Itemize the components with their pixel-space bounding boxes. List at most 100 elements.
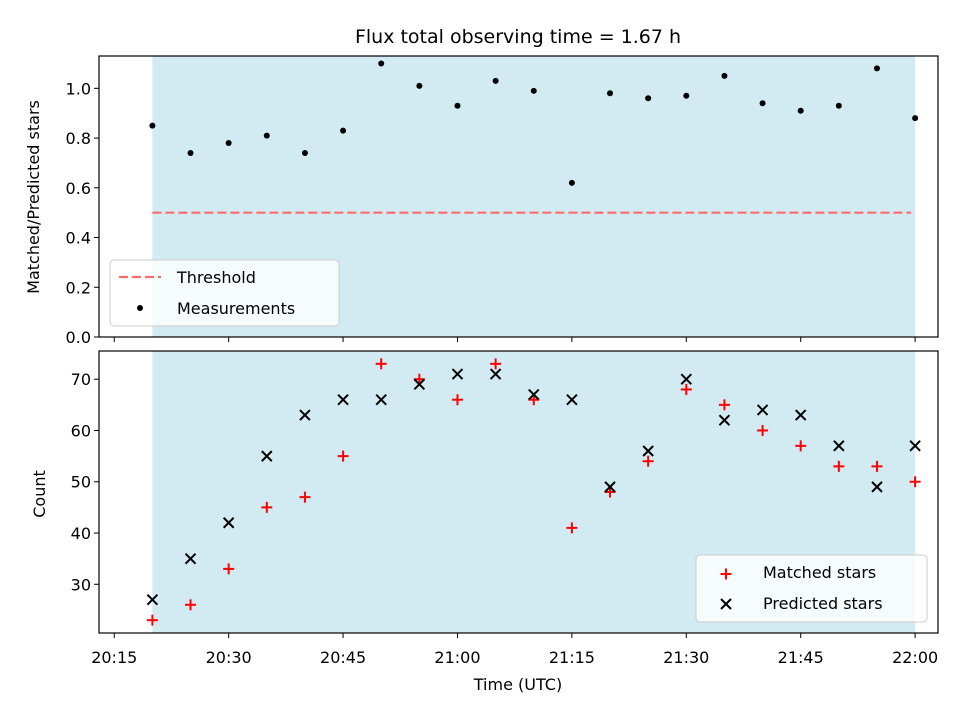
x-tick-label: 21:30 [663, 648, 709, 667]
x-marker-b [261, 450, 273, 462]
predicted-star-point [833, 440, 845, 452]
x-marker-b [642, 445, 654, 457]
legend-predicted-swatch-b [720, 598, 732, 610]
legend-measurement-swatch [137, 305, 143, 311]
y-tick-label: 1.0 [66, 79, 91, 98]
predicted-star-point [222, 517, 235, 529]
predicted-star-point [604, 481, 616, 493]
predicted-star-point [642, 445, 654, 457]
predicted-star-point [375, 394, 387, 406]
predicted-star-point [261, 450, 273, 462]
x-tick-label: 21:00 [434, 648, 480, 667]
top-y-axis-label: Matched/Predicted stars [24, 100, 43, 294]
x-marker-b [680, 373, 693, 385]
measurement-point [149, 122, 156, 129]
predicted-star-point [299, 409, 311, 421]
matched-star-point [413, 373, 425, 385]
measurement-point [187, 149, 194, 156]
matched-star-point [490, 358, 502, 370]
measurement-point [721, 72, 728, 79]
measurement-point [301, 149, 308, 156]
x-marker-b [413, 378, 426, 391]
bottom-panel: 30 40 50 60 70 20:15 20:30 20:45 21:00 21:15 21:30… [71, 350, 939, 667]
x-tick-label: 20:30 [206, 648, 252, 667]
measurement-point [225, 140, 232, 147]
legend-measurement-label: Measurements [177, 299, 295, 318]
y-tick-label: 0.0 [66, 328, 91, 347]
x-marker-b [795, 409, 807, 421]
matched-star-point [185, 599, 197, 611]
x-marker-b [299, 409, 311, 421]
x-marker-b [222, 517, 235, 529]
measurement-point [340, 127, 347, 134]
predicted-star-point [489, 368, 502, 380]
measurement-point [530, 87, 537, 94]
measurement-point [263, 132, 270, 139]
y-tick-label: 60 [71, 421, 91, 440]
matched-star-point [375, 358, 387, 370]
y-tick-label: 0.6 [66, 179, 91, 198]
x-marker-b [566, 394, 578, 406]
y-tick-label: 0.4 [66, 229, 91, 248]
x-axis-label: Time (UTC) [473, 675, 562, 694]
predicted-star-point [184, 552, 197, 565]
predicted-star-point [566, 394, 578, 406]
x-tick-label: 21:15 [549, 648, 595, 667]
measurement-point [492, 77, 499, 84]
predicted-star-point [451, 368, 464, 380]
measurement-point [416, 82, 423, 89]
matched-star-point [451, 394, 463, 406]
axes-frame [98, 55, 939, 338]
predicted-star-point [909, 440, 921, 452]
measurement-point [645, 95, 652, 102]
legend-box [695, 554, 928, 623]
x-marker-b [184, 552, 197, 565]
top-legend: Threshold Measurements [109, 259, 340, 327]
measurement-point [835, 102, 842, 109]
measurement-point [683, 92, 690, 99]
axes-frame [98, 350, 939, 634]
x-marker-b [451, 368, 464, 380]
bottom-y-axis-label: Count [30, 470, 49, 518]
matched-star-point [642, 455, 654, 467]
legend-predicted-label: Predicted stars [763, 594, 883, 613]
x-marker-b [337, 394, 349, 406]
matched-star-point [833, 460, 845, 472]
x-marker-b [489, 368, 502, 380]
matched-star-point [223, 563, 235, 575]
x-marker-b [909, 440, 921, 452]
y-tick-label: 50 [71, 473, 91, 492]
matched-star-point [604, 486, 616, 498]
measurement-point [378, 60, 385, 67]
x-tick-label: 20:45 [320, 648, 366, 667]
x-tick-label: 22:00 [892, 648, 938, 667]
matched-star-point [261, 501, 273, 513]
matched-star-point [146, 614, 158, 626]
measurement-point [454, 102, 461, 109]
matched-star-point [871, 460, 883, 472]
x-marker-b [375, 394, 387, 406]
predicted-star-point [146, 593, 159, 606]
predicted-star-point [756, 404, 769, 416]
top-panel: 0.0 0.2 0.4 0.6 0.8 1.0 Threshold Measurements [66, 55, 939, 347]
x-marker-b [833, 440, 845, 452]
matched-star-point [566, 522, 578, 534]
y-tick-label: 70 [71, 370, 91, 389]
predicted-star-point [413, 378, 426, 391]
legend-box [109, 259, 340, 327]
matched-star-point [528, 394, 540, 406]
predicted-star-point [795, 409, 807, 421]
legend-threshold-label: Threshold [176, 268, 256, 287]
matched-star-point [680, 383, 692, 395]
predicted-star-point [871, 481, 883, 493]
x-tick-label: 21:45 [778, 648, 824, 667]
y-tick-label: 0.2 [66, 278, 91, 297]
predicted-star-point [680, 373, 693, 385]
matched-star-point [795, 440, 807, 452]
chart-title: Flux total observing time = 1.67 h [355, 26, 681, 48]
matched-star-point [757, 424, 769, 436]
matched-star-point [718, 399, 730, 411]
matched-star-point [909, 476, 921, 488]
measurement-point [912, 115, 919, 122]
